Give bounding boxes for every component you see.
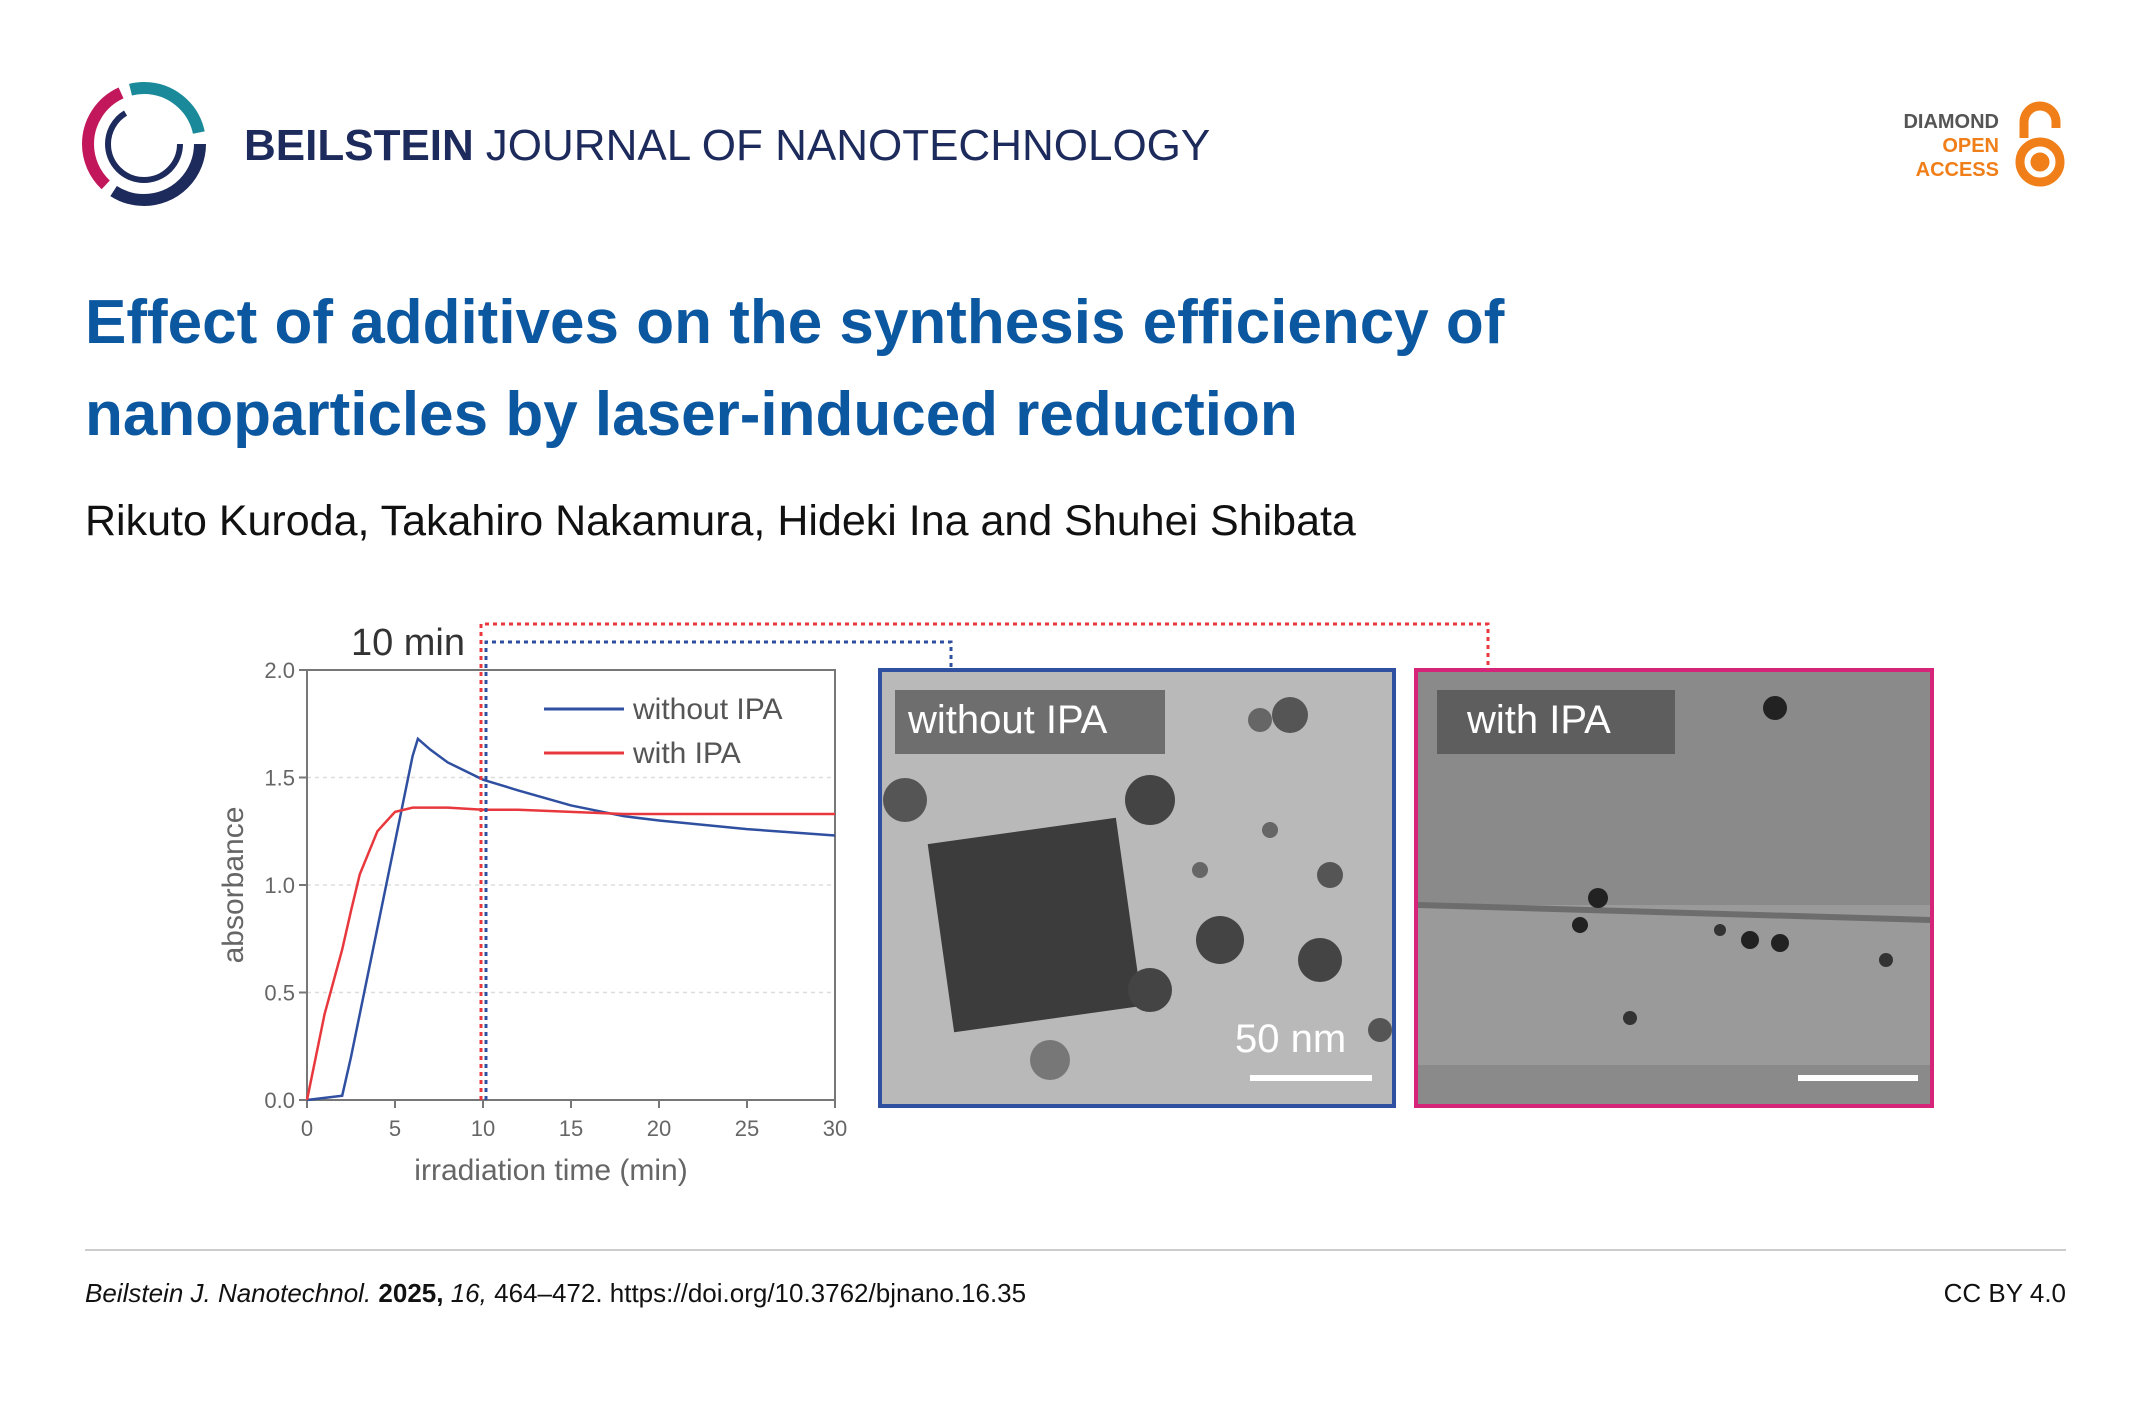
x-axis-label: irradiation time (min) [414,1154,687,1187]
x-tick-label: 20 [647,1116,671,1141]
y-tick-label: 2.0 [264,658,295,683]
y-tick-label: 0.0 [264,1088,295,1113]
x-tick-label: 30 [823,1116,847,1141]
badge-text: OPEN [1942,135,1999,157]
y-tick-label: 1.0 [264,873,295,898]
license: CC BY 4.0 [1944,1278,2066,1308]
title-line: Effect of additives on the synthesis eff… [85,288,1505,357]
scale-bar-label: 50 nm [1235,1017,1346,1061]
tem-image [878,668,1396,1108]
y-tick-label: 1.5 [264,766,295,791]
x-tick-label: 15 [559,1116,583,1141]
title-line: nanoparticles by laser-induced reduction [85,380,1298,449]
image-label: without IPA [907,698,1108,742]
tem-image [1414,668,1934,1108]
authors: Rikuto Kuroda, Takahiro Nakamura, Hideki… [85,497,1356,545]
x-tick-label: 25 [735,1116,759,1141]
citation-pages-doi: 464–472. https://doi.org/10.3762/bjnano.… [494,1278,1026,1308]
citation: Beilstein J. Nanotechnol. 2025, 16, 464–… [85,1278,1026,1308]
legend-label: without IPA [632,693,783,726]
open-access-icon [2015,101,2065,187]
plot-frame [306,669,836,1101]
journal-name: BEILSTEIN JOURNAL OF NANOTECHNOLOGY [244,121,1210,170]
x-tick-label: 0 [301,1116,313,1141]
citation-year: 2025, [378,1278,443,1308]
citation-journal: Beilstein J. Nanotechnol. [85,1278,371,1308]
data-line [305,806,835,1101]
badge-text: DIAMOND [1903,111,1999,133]
y-tick-label: 0.5 [264,981,295,1006]
annotation-label: 10 min [351,622,465,664]
journal-name-bold: BEILSTEIN [244,121,474,170]
legend-label: with IPA [632,737,741,770]
badge-text: ACCESS [1916,159,1999,181]
data-line [306,736,836,1102]
annotation-connector [484,640,953,1100]
journal-name-rest: JOURNAL OF NANOTECHNOLOGY [486,121,1210,170]
annotation-connector [479,622,1490,1100]
image-label: with IPA [1466,698,1611,742]
journal-logo [82,82,206,206]
citation-volume: 16, [451,1278,487,1308]
x-tick-label: 5 [389,1116,401,1141]
y-axis-label: absorbance [217,807,250,964]
x-tick-label: 10 [471,1116,495,1141]
